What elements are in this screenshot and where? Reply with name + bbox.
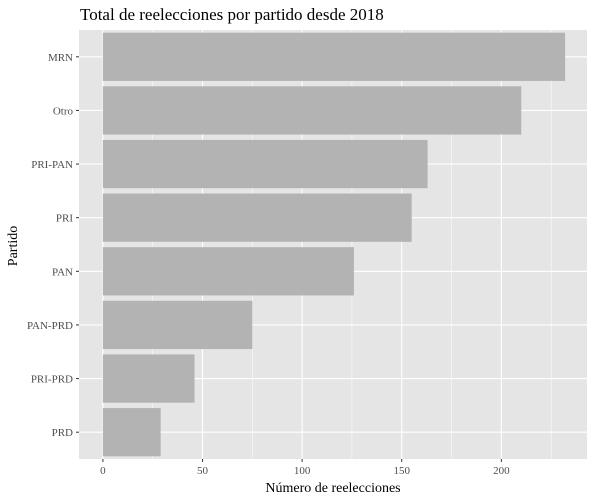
y-tick-label: PRD [52, 427, 73, 439]
x-axis: 0 50 100 150 200 [100, 459, 510, 477]
x-tick-label: 0 [100, 465, 106, 477]
y-tick-label: PRI [56, 213, 73, 225]
bar-pri [102, 193, 412, 242]
bar-prd [102, 408, 161, 457]
y-axis: MRN Otro PRI-PAN PRI PAN PAN-PRD PRI-PRD PRD [27, 52, 79, 439]
y-axis-title: Partido [6, 226, 21, 266]
bar-pan [102, 247, 354, 296]
bars [102, 32, 566, 457]
chart-title: Total de reelecciones por partido desde … [80, 5, 384, 24]
y-tick-label: PRI-PAN [31, 159, 73, 171]
x-axis-title: Número de reelecciones [265, 481, 400, 496]
y-tick-label: Otro [53, 105, 74, 117]
x-tick-label: 150 [393, 465, 410, 477]
y-tick-label: PAN-PRD [27, 320, 73, 332]
bar-pri-pan [102, 139, 428, 189]
bar-mrn [102, 32, 566, 81]
y-tick-label: MRN [48, 52, 73, 64]
y-tick-label: PRI-PRD [31, 374, 73, 386]
bar-pan-prd [102, 300, 253, 350]
y-tick-label: PAN [52, 266, 73, 278]
x-tick-label: 200 [493, 465, 510, 477]
x-tick-label: 50 [197, 465, 209, 477]
x-tick-label: 100 [294, 465, 311, 477]
bar-pri-prd [102, 354, 195, 403]
bar-otro [102, 86, 522, 135]
